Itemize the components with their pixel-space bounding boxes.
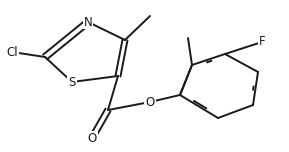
- Text: N: N: [84, 16, 92, 29]
- Text: O: O: [145, 95, 155, 109]
- Text: F: F: [259, 36, 265, 48]
- Text: Cl: Cl: [6, 45, 18, 59]
- Text: S: S: [68, 76, 76, 88]
- Text: O: O: [87, 131, 97, 145]
